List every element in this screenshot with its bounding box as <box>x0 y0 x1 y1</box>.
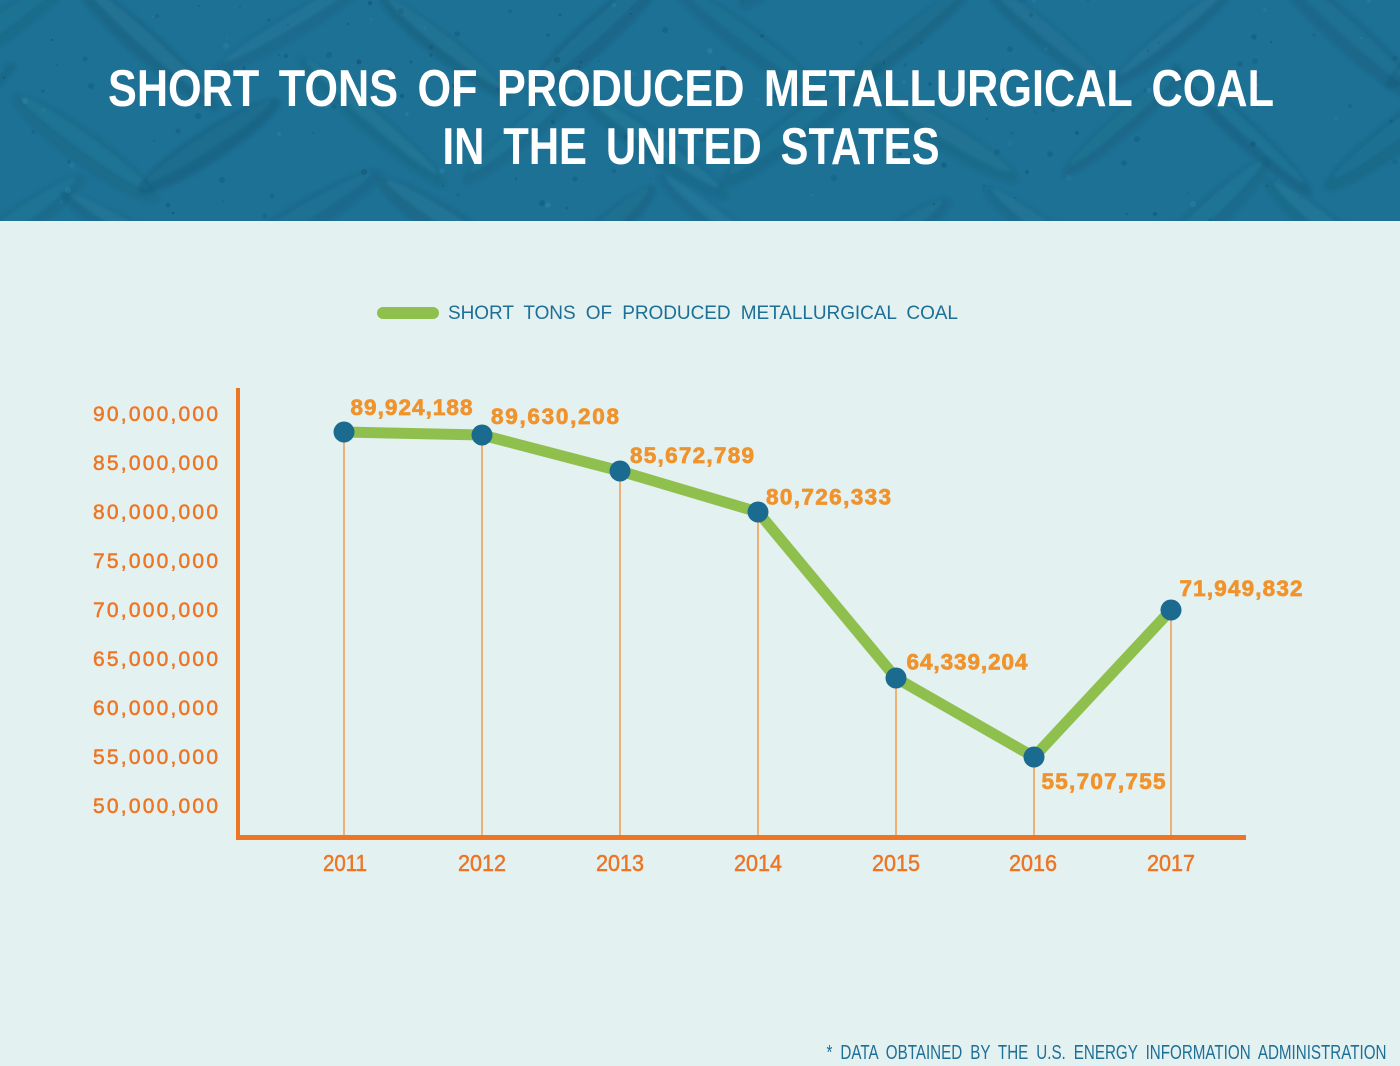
svg-text:SHORT TONS OF PRODUCED METALLU: SHORT TONS OF PRODUCED METALLURGICAL COA… <box>448 303 958 324</box>
svg-text:71,949,832: 71,949,832 <box>1180 576 1303 601</box>
svg-text:2014: 2014 <box>734 850 782 876</box>
svg-text:2011: 2011 <box>323 850 367 876</box>
svg-text:2017: 2017 <box>1147 850 1195 876</box>
svg-text:70,000,000: 70,000,000 <box>93 599 218 622</box>
svg-text:55,707,755: 55,707,755 <box>1042 769 1166 794</box>
svg-text:55,000,000: 55,000,000 <box>93 746 218 769</box>
svg-text:65,000,000: 65,000,000 <box>93 648 218 671</box>
svg-text:2015: 2015 <box>872 850 920 876</box>
svg-text:89,924,188: 89,924,188 <box>351 395 473 420</box>
svg-text:* DATA OBTAINED BY THE U.S. EN: * DATA OBTAINED BY THE U.S. ENERGY INFOR… <box>827 1042 1387 1064</box>
svg-text:80,000,000: 80,000,000 <box>93 501 218 524</box>
svg-text:2012: 2012 <box>458 850 506 876</box>
svg-text:60,000,000: 60,000,000 <box>93 697 218 720</box>
svg-text:2016: 2016 <box>1009 850 1057 876</box>
svg-text:IN THE UNITED STATES: IN THE UNITED STATES <box>443 118 940 176</box>
svg-text:85,000,000: 85,000,000 <box>93 452 218 475</box>
svg-text:85,672,789: 85,672,789 <box>630 443 754 468</box>
svg-text:2013: 2013 <box>596 850 644 876</box>
svg-text:80,726,333: 80,726,333 <box>766 485 891 510</box>
svg-text:SHORT TONS OF PRODUCED METALLU: SHORT TONS OF PRODUCED METALLURGICAL COA… <box>108 60 1274 118</box>
svg-text:75,000,000: 75,000,000 <box>93 550 218 573</box>
svg-text:50,000,000: 50,000,000 <box>93 795 218 818</box>
svg-text:90,000,000: 90,000,000 <box>93 403 218 426</box>
svg-text:89,630,208: 89,630,208 <box>491 404 619 429</box>
svg-text:64,339,204: 64,339,204 <box>907 650 1028 675</box>
